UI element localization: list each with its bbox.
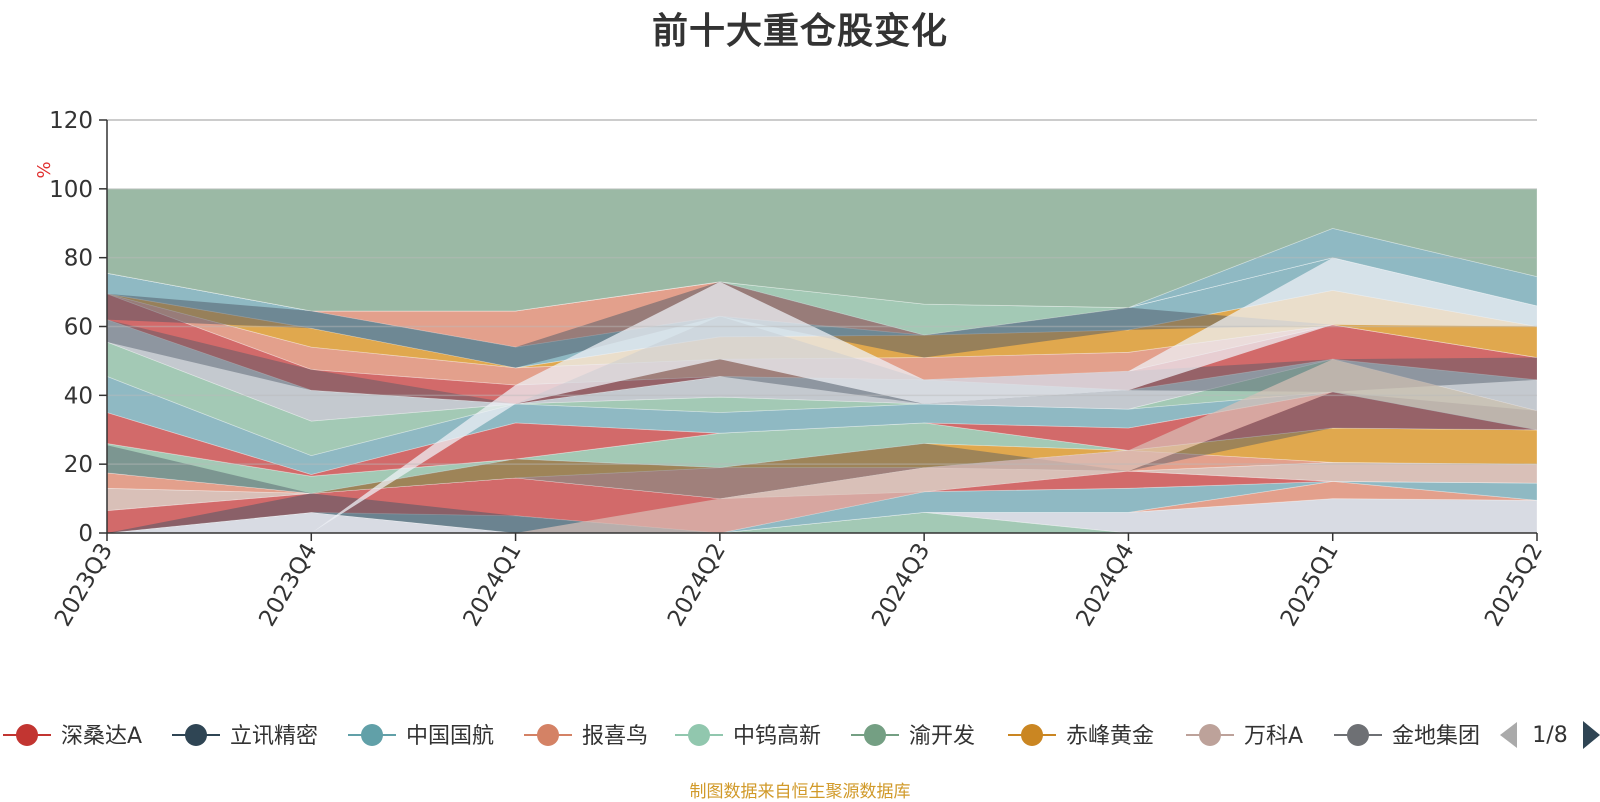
legend-marker [1021,724,1043,746]
area-overlays [107,257,1537,533]
legend-label: 中国国航 [406,724,494,749]
legend-item-1[interactable]: 深桑达A [3,724,142,749]
legend-marker [864,724,886,746]
y-tick-label: 40 [64,383,93,409]
legend-marker [16,724,38,746]
legend-item-3[interactable]: 中国国航 [348,724,494,749]
y-tick-label: 80 [64,246,93,272]
legend-page-indicator: 1/8 [1532,723,1567,748]
x-tick-label: 2023Q3 [50,539,118,631]
legend-label: 赤峰黄金 [1066,724,1154,749]
legend-label: 万科A [1244,724,1303,749]
x-tick-label: 2024Q3 [867,539,935,631]
source-note: 制图数据来自恒生聚源数据库 [689,782,911,802]
legend-next-page-arrow-icon[interactable] [1583,721,1600,749]
legend: 深桑达A 立讯精密 中国国航 报喜鸟 中钨高新 渝开发 赤峰黄金 万科A 金地集团 1/8 [3,721,1600,749]
x-tick-label: 2025Q1 [1276,539,1344,631]
area-overlay-1 [107,493,1537,533]
y-axis-label: % [34,161,55,178]
legend-label: 渝开发 [909,724,975,749]
y-tick-label: 20 [64,452,93,478]
area-overlay-5 [107,257,1537,533]
y-tick-label: 0 [78,521,93,547]
y-tick-label: 100 [49,177,93,203]
legend-marker [1347,724,1369,746]
legend-item-9[interactable]: 金地集团 [1334,724,1480,749]
legend-marker [1199,724,1221,746]
x-tick-label: 2024Q1 [459,539,527,631]
legend-label: 中钨高新 [733,724,821,749]
grid-lines [107,119,1537,465]
legend-label: 报喜鸟 [582,724,648,749]
area-overlay-6 [107,359,1537,533]
legend-prev-page-arrow-icon[interactable] [1500,722,1517,748]
area-overlay-4 [107,281,1537,368]
legend-item-2[interactable]: 立讯精密 [172,724,318,749]
legend-marker [688,724,710,746]
x-tick-label: 2024Q2 [663,539,731,631]
legend-marker [185,724,207,746]
legend-label: 立讯精密 [230,724,318,749]
legend-item-4[interactable]: 报喜鸟 [524,724,648,749]
area-overlay-2 [107,391,1537,499]
area-band-11 [106,375,1538,475]
y-tick-label: 120 [49,108,93,134]
legend-marker [537,724,559,746]
area-band-21 [106,188,1538,312]
legend-label: 金地集团 [1392,724,1480,749]
legend-item-7[interactable]: 赤峰黄金 [1008,724,1154,749]
legend-item-6[interactable]: 渝开发 [851,724,975,749]
x-tick-label: 2024Q4 [1071,539,1139,631]
legend-marker [361,724,383,746]
chart-title: 前十大重仓股变化 [651,11,948,52]
x-tick-label: 2023Q4 [254,539,322,631]
legend-item-5[interactable]: 中钨高新 [675,724,821,749]
y-tick-label: 60 [64,315,93,341]
x-tick-label: 2025Q2 [1480,539,1548,631]
legend-label: 深桑达A [61,724,142,749]
legend-item-8[interactable]: 万科A [1186,724,1303,749]
